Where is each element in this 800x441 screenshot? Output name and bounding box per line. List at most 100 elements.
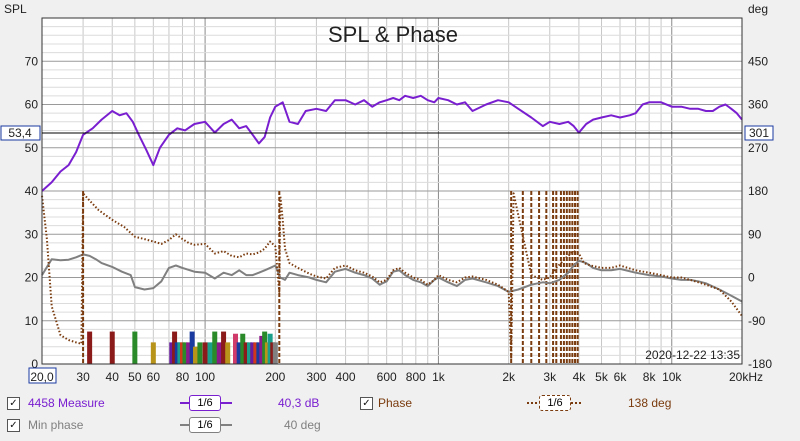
x-tick-label: 5k — [595, 370, 609, 384]
chart: SPL & Phase SPL deg 0 10 20 30 40 50 60 70 -180… — [0, 2, 774, 384]
left-tick-label: 0 — [31, 357, 38, 371]
distortion-bar — [172, 331, 178, 364]
measure-name: 4458 Measure — [28, 396, 105, 410]
x-tick-label: 80 — [176, 370, 190, 384]
x-tick-label: 200 — [265, 370, 285, 384]
right-tick-label: 270 — [748, 141, 768, 155]
distortion-bar — [240, 333, 246, 364]
distortion-bar — [174, 342, 180, 364]
distortion-bar — [247, 342, 253, 364]
distortion-bar — [132, 331, 138, 364]
measure-value: 40,3 dB — [278, 396, 320, 410]
plot-border — [41, 17, 743, 365]
distortion-bar — [179, 342, 185, 364]
x-tick-label: 6k — [614, 370, 628, 384]
x-tick-label: 10k — [662, 370, 682, 384]
x-tick-label: 60 — [147, 370, 161, 384]
right-tick-label: 180 — [748, 184, 768, 198]
x-axis-ticks: 20,0 30 40 50 60 80 100 200 300 400 600 800 1k 2k 3k 4k… — [28, 367, 763, 384]
left-tick-label: 20 — [25, 271, 39, 285]
x-tick-label: 30 — [76, 370, 90, 384]
distortion-bar — [87, 331, 93, 364]
distortion-bar — [150, 342, 156, 364]
x-tick-label: 20kHz — [729, 370, 763, 384]
distortion-bar — [182, 342, 188, 364]
minphase-smoothing-box[interactable]: 1/6 — [189, 417, 221, 433]
distortion-bar — [272, 342, 278, 364]
distortion-bar — [259, 335, 265, 364]
left-axis-label: SPL — [4, 2, 27, 16]
right-tick-label: 0 — [748, 271, 755, 285]
measure-smoothing-box[interactable]: 1/6 — [189, 395, 221, 411]
distortion-bar — [177, 342, 183, 364]
series-min-phase — [41, 253, 743, 303]
cursor-spl-box[interactable] — [0, 125, 41, 141]
x-tick-label: 2k — [502, 370, 516, 384]
distortion-bar — [212, 331, 218, 364]
x-tick-label: 8k — [643, 370, 657, 384]
right-tick-label: -90 — [748, 314, 766, 328]
x-tick-label: 600 — [377, 370, 397, 384]
distortion-bar — [243, 342, 249, 364]
right-tick-label: 90 — [748, 227, 762, 241]
left-tick-label: 40 — [25, 184, 39, 198]
distortion-bar — [236, 342, 242, 364]
distortion-bar — [216, 342, 222, 364]
minphase-checkbox[interactable]: ✓ — [7, 419, 20, 432]
distortion-bar — [207, 342, 213, 364]
distortion-bar — [186, 342, 192, 364]
distortion-bar — [193, 346, 199, 364]
x-tick-label: 300 — [306, 370, 326, 384]
left-tick-label: 60 — [25, 98, 39, 112]
left-tick-label: 30 — [25, 227, 39, 241]
distortion-bar — [225, 342, 231, 364]
distortion-bar — [264, 342, 270, 364]
right-tick-label: 360 — [748, 98, 768, 112]
distortion-bar — [169, 342, 175, 364]
measure-checkbox[interactable]: ✓ — [7, 397, 20, 410]
legend: ✓ 4458 Measure 1/6 40,3 dB ✓ Phase 1/6 1… — [0, 392, 800, 441]
phase-smoothing-box[interactable]: 1/6 — [539, 395, 571, 411]
minphase-name: Min phase — [28, 418, 84, 432]
x-tick-label: 3k — [543, 370, 557, 384]
distortion-bar — [202, 342, 208, 364]
distortion-bar — [197, 342, 203, 364]
distortion-bar — [109, 331, 115, 364]
left-tick-label: 70 — [25, 54, 39, 68]
distortion-bar — [253, 342, 259, 364]
x-tick-label: 4k — [573, 370, 587, 384]
right-tick-label: -180 — [748, 357, 772, 371]
phase-value: 138 deg — [628, 396, 672, 410]
distortion-bar — [233, 333, 239, 364]
distortion-bar — [221, 331, 227, 364]
x-start-box — [28, 367, 57, 384]
series-lines — [41, 94, 743, 361]
bars — [87, 331, 278, 364]
distortion-bar — [267, 333, 273, 364]
x-tick-label: 100 — [195, 370, 215, 384]
chart-title: SPL & Phase — [328, 22, 458, 47]
cursor-deg-box[interactable] — [744, 125, 774, 141]
x-tick-label: 40 — [106, 370, 120, 384]
phase-checkbox[interactable]: ✓ — [360, 397, 373, 410]
x-tick-label: 800 — [406, 370, 426, 384]
cursor-spl-label: 53,4 — [8, 126, 32, 140]
distortion-bar — [189, 331, 195, 364]
right-tick-label: 450 — [748, 54, 768, 68]
cursor-deg-label: 301 — [749, 126, 769, 140]
left-tick-label: 50 — [25, 141, 39, 155]
timestamp: 2020-12-22 13:35 — [645, 348, 740, 362]
distortion-bar — [270, 342, 276, 364]
minphase-value: 40 deg — [284, 418, 321, 432]
left-axis-ticks: 0 10 20 30 40 50 60 70 — [25, 54, 39, 371]
distortion-bar — [256, 342, 262, 364]
left-tick-label: 10 — [25, 314, 39, 328]
right-axis-label: deg — [748, 2, 768, 16]
distortion-bar — [262, 331, 268, 364]
distortion-bar — [250, 342, 256, 364]
x-tick-label: 20,0 — [30, 370, 54, 384]
x-tick-label: 1k — [432, 370, 446, 384]
phase-name: Phase — [378, 396, 413, 410]
right-axis-ticks: -180 -90 0 90 180 270 360 450 — [748, 54, 772, 371]
x-tick-label: 50 — [128, 370, 142, 384]
